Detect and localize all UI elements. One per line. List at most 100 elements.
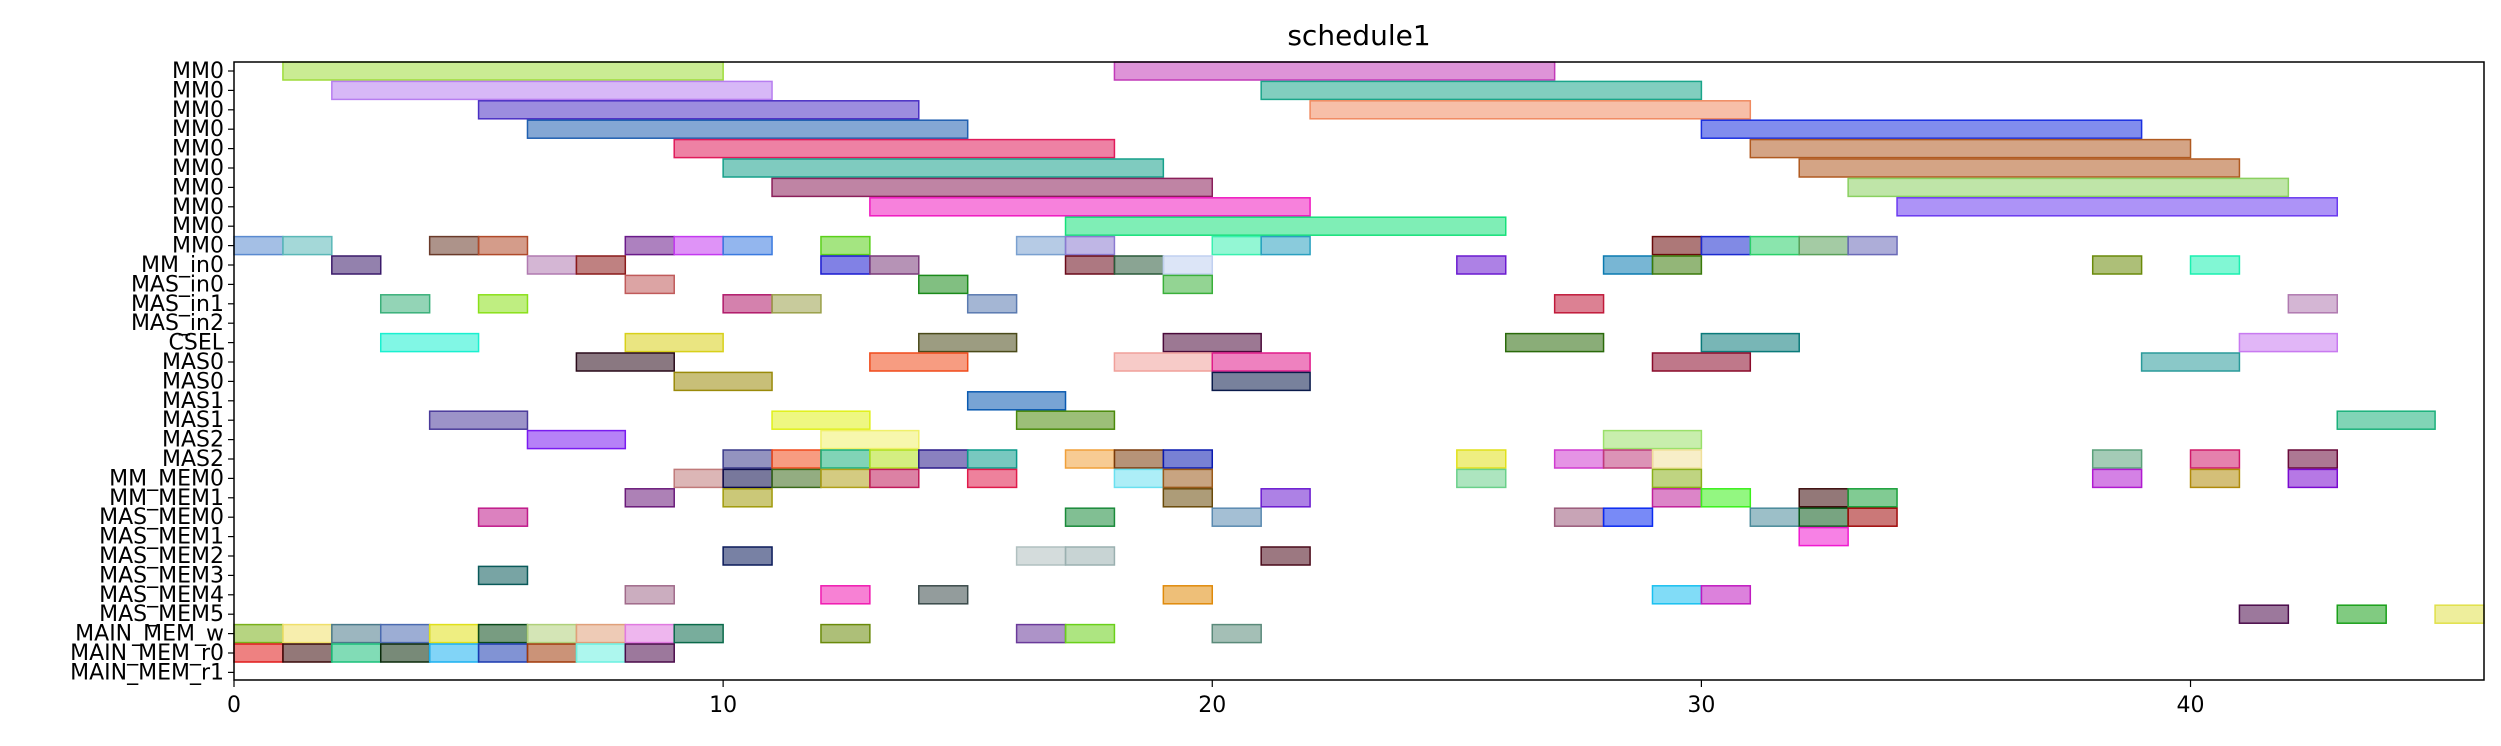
gantt-bar	[1064, 235, 1116, 256]
x-tick-label: 20	[1198, 693, 1226, 718]
gantt-bar	[624, 488, 675, 508]
gantt-bar	[575, 643, 627, 663]
gantt-bar	[820, 235, 871, 256]
gantt-bar	[1113, 255, 1165, 275]
gantt-bar	[624, 332, 724, 353]
gantt-bar	[820, 468, 871, 489]
gantt-bar	[722, 158, 1165, 178]
gantt-bar	[477, 100, 920, 120]
gantt-bar	[1847, 488, 1898, 508]
gantt-bar	[673, 623, 724, 644]
gantt-bar	[673, 468, 724, 489]
gantt-bar	[282, 61, 724, 81]
gantt-bar	[282, 623, 333, 644]
gantt-bar	[1602, 507, 1654, 527]
gantt-bar	[428, 235, 480, 256]
gantt-bar	[1064, 623, 1116, 644]
x-tick-label: 30	[1687, 693, 1715, 718]
gantt-bar	[1211, 352, 1311, 372]
x-tick-label: 40	[2177, 693, 2205, 718]
gantt-bar	[1113, 449, 1165, 469]
gantt-bar	[673, 235, 724, 256]
gantt-bar	[1162, 449, 1214, 469]
plot-frame	[233, 61, 2485, 681]
gantt-bar	[869, 468, 920, 489]
gantt-bar	[233, 643, 284, 663]
gantt-bar	[477, 565, 529, 586]
y-tick-label: MM_MEM1	[109, 486, 224, 511]
gantt-bar	[379, 643, 431, 663]
gantt-bar	[477, 507, 529, 527]
gantt-bar	[477, 235, 529, 256]
gantt-bar	[869, 255, 920, 275]
y-tick-label: MAS_MEM3	[99, 563, 224, 588]
gantt-bar	[1015, 623, 1067, 644]
gantt-bar	[1162, 585, 1214, 605]
gantt-bar	[1260, 80, 1703, 101]
gantt-bar	[331, 643, 382, 663]
gantt-bar	[1211, 623, 1262, 644]
gantt-bar	[282, 235, 333, 256]
y-tick-label: MM0	[172, 214, 224, 239]
gantt-bar	[722, 468, 773, 489]
gantt-bar	[1749, 138, 2192, 159]
gantt-bar	[966, 468, 1018, 489]
y-tick-label: MAS_MEM4	[99, 583, 224, 608]
gantt-bar	[1456, 468, 1507, 489]
y-tick-label: MAIN_MEM_r0	[70, 641, 224, 666]
gantt-bar	[624, 274, 675, 295]
gantt-bar	[1113, 352, 1214, 372]
gantt-bar	[966, 391, 1067, 411]
gantt-bar	[1749, 235, 1800, 256]
y-tick-label: MAS0	[162, 369, 224, 394]
gantt-bar	[624, 585, 675, 605]
gantt-bar	[1260, 546, 1311, 566]
gantt-bar	[428, 643, 480, 663]
gantt-bar	[2287, 294, 2339, 314]
gantt-bar	[1553, 449, 1605, 469]
gantt-bar	[722, 488, 773, 508]
gantt-bar	[1700, 488, 1752, 508]
gantt-bar	[1651, 352, 1752, 372]
gantt-bar	[1847, 177, 2290, 198]
gantt-bar	[2434, 604, 2485, 624]
y-tick-label: MM0	[172, 137, 224, 162]
gantt-bar	[1602, 255, 1654, 275]
gantt-bar	[624, 623, 675, 644]
gantt-bar	[1162, 488, 1214, 508]
gantt-bar	[1651, 585, 1703, 605]
gantt-bar	[1700, 332, 1800, 353]
gantt-bar	[575, 352, 675, 372]
gantt-bar	[1602, 429, 1703, 450]
gantt-bar	[869, 449, 920, 469]
gantt-bar	[1162, 468, 1214, 489]
gantt-bar	[1651, 235, 1703, 256]
y-tick-label: MM0	[172, 175, 224, 200]
gantt-bar	[526, 255, 578, 275]
gantt-bar	[1896, 197, 2339, 217]
gantt-bar	[331, 80, 773, 101]
gantt-bar	[379, 623, 431, 644]
chart-title: schedule1	[1287, 19, 1430, 52]
gantt-bar	[1015, 235, 1067, 256]
gantt-bar	[2336, 604, 2387, 624]
gantt-bar	[477, 643, 529, 663]
gantt-bar	[820, 623, 871, 644]
y-tick-label: MM0	[172, 117, 224, 142]
gantt-bar	[722, 294, 773, 314]
gantt-bar	[1847, 235, 1898, 256]
gantt-bar	[1651, 488, 1703, 508]
x-axis: 0 10 20 30 40	[227, 680, 2205, 718]
gantt-bar	[2091, 468, 2143, 489]
gantt-bar	[233, 623, 284, 644]
gantt-bar	[1113, 61, 1556, 81]
gantt-bar	[2091, 255, 2143, 275]
gantt-bar	[820, 585, 871, 605]
gantt-bar	[1700, 585, 1752, 605]
y-tick-label: MM0	[172, 98, 224, 123]
gantt-bar	[1064, 546, 1116, 566]
y-tick-label: MAS2	[162, 428, 224, 453]
gantt-bar	[2140, 352, 2241, 372]
gantt-bar	[1602, 449, 1654, 469]
gantt-bar	[1651, 255, 1703, 275]
